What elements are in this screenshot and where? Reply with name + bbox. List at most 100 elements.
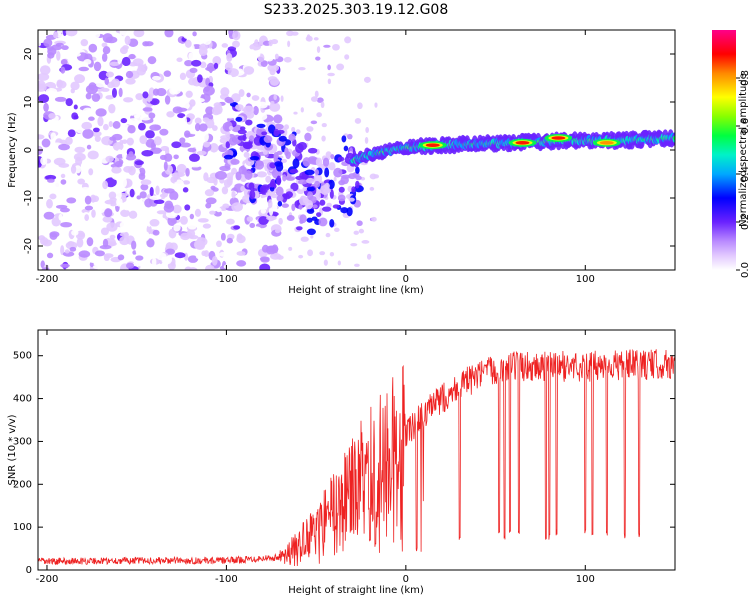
y-tick-label: 10 xyxy=(23,96,34,109)
noise-speckle xyxy=(112,249,123,254)
x-tick-label: 0 xyxy=(403,574,409,585)
x-tick-label: 0 xyxy=(403,274,409,285)
noise-speckle xyxy=(73,152,86,162)
scatter-point xyxy=(304,132,312,142)
noise-speckle xyxy=(43,168,55,177)
noise-speckle xyxy=(310,96,318,102)
noise-speckle xyxy=(184,266,192,270)
noise-speckle xyxy=(164,95,171,105)
noise-speckle xyxy=(109,61,121,66)
noise-speckle xyxy=(211,255,218,266)
noise-speckle xyxy=(74,146,86,153)
noise-speckle xyxy=(240,185,246,192)
noise-speckle xyxy=(222,246,229,252)
noise-speckle xyxy=(105,71,115,78)
noise-speckle xyxy=(70,81,80,91)
noise-speckle xyxy=(38,134,45,140)
noise-speckle xyxy=(240,34,251,40)
scatter-point xyxy=(249,190,256,200)
noise-speckle xyxy=(69,52,81,57)
noise-speckle xyxy=(213,62,219,70)
noise-speckle xyxy=(104,209,113,218)
noise-speckle xyxy=(177,113,186,119)
noise-speckle xyxy=(364,136,369,144)
noise-speckle xyxy=(91,141,100,147)
noise-speckle xyxy=(133,111,141,119)
noise-speckle xyxy=(38,72,50,81)
noise-speckle xyxy=(102,216,113,223)
noise-speckle xyxy=(365,126,370,133)
noise-speckle xyxy=(181,101,190,110)
scatter-point xyxy=(347,185,353,193)
noise-speckle xyxy=(100,227,109,236)
scatter-point xyxy=(276,195,284,202)
scatter-point xyxy=(348,197,355,202)
noise-speckle xyxy=(126,137,134,146)
scatter-point xyxy=(237,129,247,135)
noise-speckle xyxy=(276,255,284,260)
y-tick-label: 300 xyxy=(13,436,32,447)
noise-speckle xyxy=(221,186,229,195)
noise-speckle xyxy=(298,67,306,71)
noise-speckle xyxy=(373,174,380,179)
noise-speckle xyxy=(220,87,230,97)
noise-speckle xyxy=(51,44,63,51)
noise-speckle xyxy=(103,254,110,262)
noise-speckle xyxy=(344,54,350,60)
noise-speckle xyxy=(220,232,226,241)
scatter-point xyxy=(328,162,336,171)
noise-speckle xyxy=(86,237,94,247)
noise-speckle xyxy=(41,267,50,270)
noise-speckle xyxy=(315,56,321,61)
noise-speckle xyxy=(119,232,129,237)
noise-speckle xyxy=(320,108,325,115)
noise-speckle xyxy=(153,136,162,146)
noise-speckle xyxy=(171,141,182,149)
noise-speckle xyxy=(226,237,233,244)
scatter-point xyxy=(228,137,238,146)
noise-speckle xyxy=(112,142,124,151)
noise-speckle xyxy=(363,76,371,83)
noise-speckle xyxy=(140,179,152,186)
noise-speckle xyxy=(171,172,183,178)
noise-speckle xyxy=(182,187,189,193)
noise-speckle xyxy=(46,198,53,209)
noise-speckle xyxy=(140,183,149,191)
noise-speckle xyxy=(40,156,48,166)
noise-speckle xyxy=(223,264,232,270)
noise-speckle xyxy=(215,207,222,213)
noise-speckle xyxy=(124,35,131,45)
noise-speckle xyxy=(46,252,54,259)
noise-speckle xyxy=(221,43,229,48)
scatter-point xyxy=(237,135,247,141)
noise-speckle xyxy=(173,154,179,160)
noise-speckle xyxy=(295,129,301,135)
noise-speckle xyxy=(43,102,49,112)
scatter-point xyxy=(254,160,265,170)
y-tick-label: 0 xyxy=(23,147,34,153)
noise-speckle xyxy=(118,87,123,98)
noise-speckle xyxy=(111,166,122,174)
noise-speckle xyxy=(91,209,96,218)
noise-speckle xyxy=(271,203,278,212)
scatter-point xyxy=(263,135,273,143)
noise-speckle xyxy=(273,94,277,101)
scatter-point xyxy=(355,166,360,174)
noise-speckle xyxy=(228,30,234,37)
noise-speckle xyxy=(180,232,191,241)
scatter-point xyxy=(356,220,363,227)
noise-speckle xyxy=(306,126,314,132)
noise-speckle xyxy=(206,47,214,56)
noise-speckle xyxy=(49,193,57,200)
noise-speckle xyxy=(323,259,328,266)
noise-speckle xyxy=(147,56,157,65)
noise-speckle xyxy=(203,141,211,148)
scatter-point xyxy=(307,191,314,201)
noise-speckle xyxy=(81,121,93,130)
noise-speckle xyxy=(96,204,107,214)
noise-speckle xyxy=(227,68,239,78)
noise-speckle xyxy=(111,171,123,181)
y-tick-label: 400 xyxy=(13,394,32,405)
noise-speckle xyxy=(356,67,364,71)
